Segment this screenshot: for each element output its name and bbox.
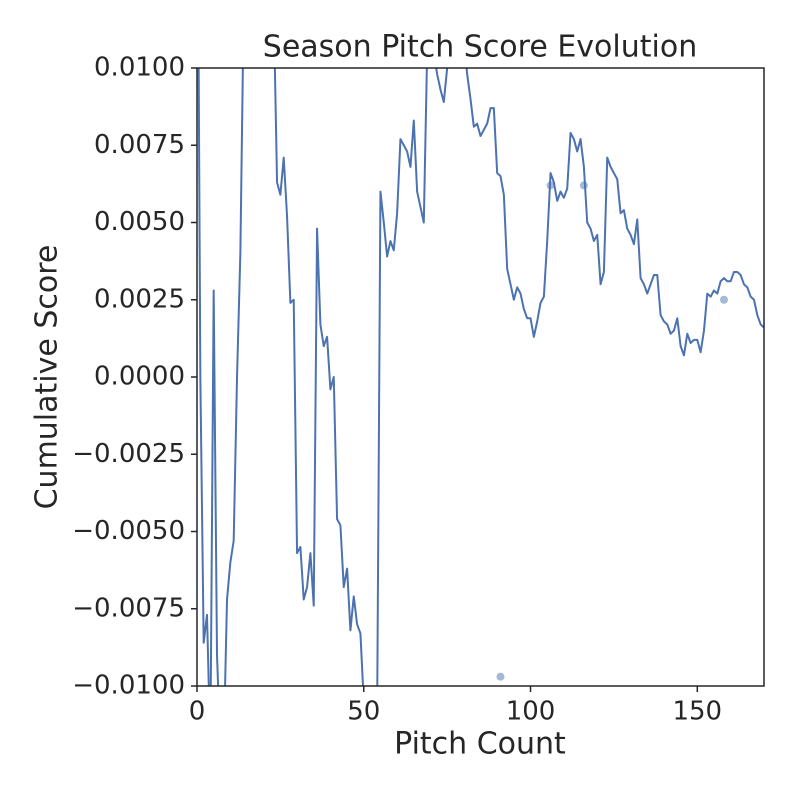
x-tick-label: 100: [506, 697, 556, 727]
plot-area: [197, 68, 764, 686]
x-tick-label: 150: [672, 697, 722, 727]
x-tick-label: 0: [189, 697, 206, 727]
chart-title: Season Pitch Score Evolution: [263, 30, 697, 65]
scatter-point: [579, 181, 588, 190]
y-tick-label: −0.0075: [72, 593, 185, 623]
scatter-point: [546, 181, 555, 190]
y-tick-label: 0.0025: [94, 284, 185, 314]
scatter-point: [719, 295, 728, 304]
y-tick-label: 0.0075: [94, 130, 185, 160]
y-tick-label: −0.0050: [72, 516, 185, 546]
y-tick-label: 0.0100: [94, 53, 185, 83]
y-axis-title: Cumulative Score: [30, 245, 65, 510]
scatter-point: [496, 672, 505, 681]
x-axis-title: Pitch Count: [394, 727, 566, 762]
y-tick-label: −0.0025: [72, 439, 185, 469]
y-tick-label: 0.0000: [94, 362, 185, 392]
y-tick-label: 0.0050: [94, 207, 185, 237]
x-tick-label: 50: [347, 697, 380, 727]
line: [197, 68, 764, 686]
plot-frame: [196, 67, 765, 687]
y-tick-label: −0.0100: [72, 671, 185, 701]
